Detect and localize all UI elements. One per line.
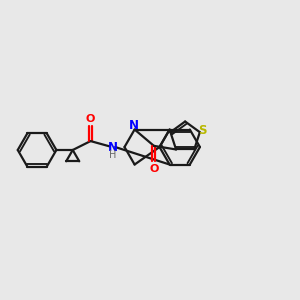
Text: O: O xyxy=(86,114,95,124)
Text: O: O xyxy=(149,164,159,174)
Text: S: S xyxy=(198,124,206,137)
Text: N: N xyxy=(129,119,139,133)
Text: N: N xyxy=(108,141,118,154)
Text: H: H xyxy=(109,150,116,160)
